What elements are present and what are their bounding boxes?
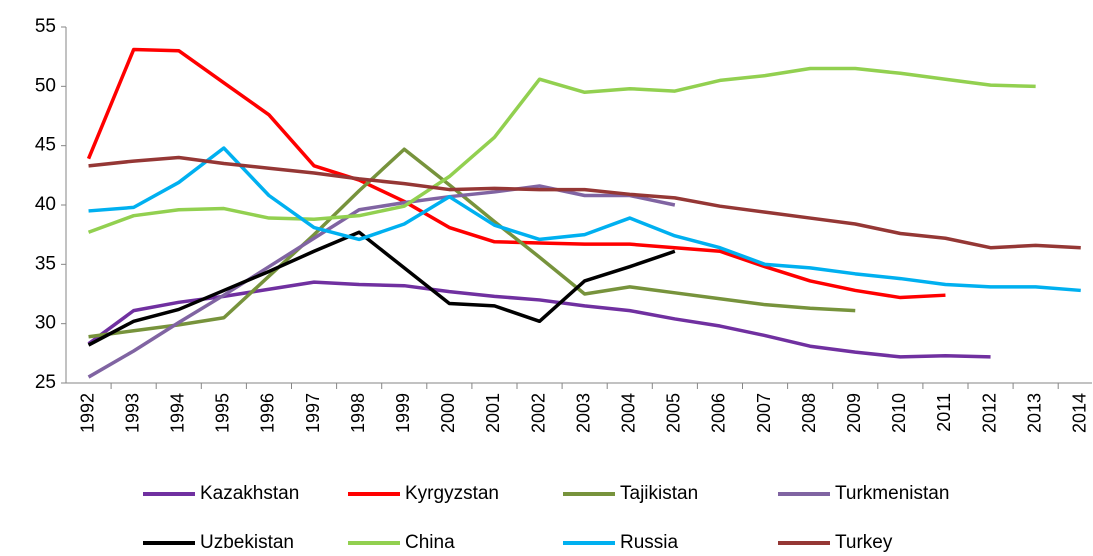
y-tick-label: 50 xyxy=(35,75,56,96)
x-tick-label: 2012 xyxy=(979,393,999,433)
x-tick-label: 2002 xyxy=(528,393,548,433)
x-tick-label: 2003 xyxy=(573,393,593,433)
x-tick-label: 1992 xyxy=(77,393,97,433)
series-line xyxy=(87,230,676,347)
x-tick-label: 1993 xyxy=(122,393,142,433)
series-line xyxy=(87,66,1036,234)
y-tick-label: 30 xyxy=(35,313,56,334)
legend-label: Turkey xyxy=(835,532,893,553)
y-tick-label: 40 xyxy=(35,194,56,215)
x-tick-label: 2009 xyxy=(844,393,864,433)
series-line xyxy=(88,155,1081,250)
legend-label: China xyxy=(405,532,455,553)
x-tick-label: 2010 xyxy=(889,393,909,433)
x-tick-label: 2013 xyxy=(1024,393,1044,433)
x-tick-label: 1999 xyxy=(393,393,413,433)
x-tick-label: 2014 xyxy=(1070,393,1090,433)
x-tick-label: 2007 xyxy=(754,393,774,433)
legend-label: Turkmenistan xyxy=(835,483,949,504)
y-tick-label: 55 xyxy=(35,16,56,37)
x-tick-label: 1994 xyxy=(168,393,188,433)
legend-label: Kyrgyzstan xyxy=(405,483,499,504)
series-line xyxy=(88,146,1081,293)
x-tick-label: 1996 xyxy=(258,393,278,433)
y-tick-label: 45 xyxy=(35,135,56,156)
series-line xyxy=(86,47,946,300)
x-tick-label: 1997 xyxy=(303,393,323,433)
y-tick-label: 25 xyxy=(35,372,56,393)
x-tick-label: 1998 xyxy=(348,393,368,433)
x-tick-label: 2011 xyxy=(934,393,954,432)
legend-label: Kazakhstan xyxy=(200,483,299,504)
x-tick-label: 2005 xyxy=(664,393,684,433)
legend-label: Uzbekistan xyxy=(200,532,294,553)
x-tick-label: 2008 xyxy=(799,393,819,433)
x-tick-label: 2004 xyxy=(619,393,639,433)
x-tick-label: 1995 xyxy=(213,393,233,433)
x-tick-label: 2000 xyxy=(438,393,458,433)
series-line xyxy=(87,280,991,359)
legend-label: Russia xyxy=(620,532,679,553)
legend-label: Tajikistan xyxy=(620,483,698,504)
y-tick-label: 35 xyxy=(35,253,56,274)
series-line xyxy=(88,147,856,339)
x-tick-label: 2006 xyxy=(709,393,729,433)
series-line xyxy=(87,184,676,379)
x-tick-label: 2001 xyxy=(483,393,503,433)
